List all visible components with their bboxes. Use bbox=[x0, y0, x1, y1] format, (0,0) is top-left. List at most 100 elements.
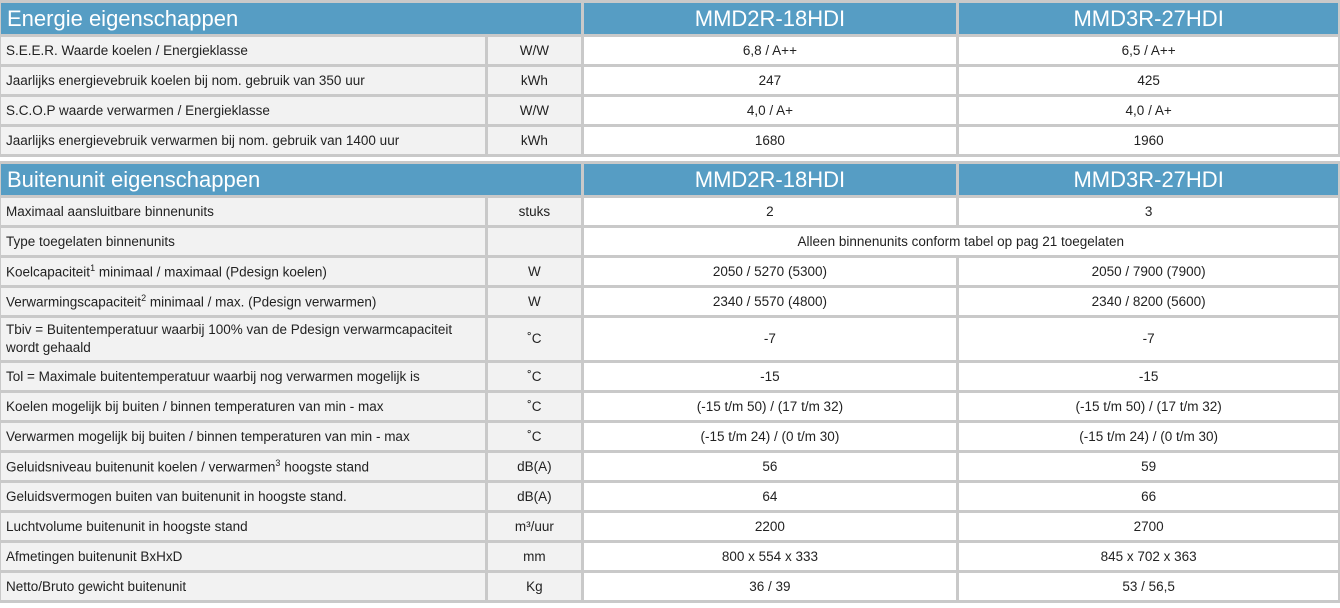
table-row: Netto/Bruto gewicht buitenunit Kg 36 / 39 5… bbox=[1, 573, 1338, 600]
value-model-1: 6,8 / A++ bbox=[583, 37, 957, 64]
label-text: Verwarmingscapaciteit bbox=[6, 294, 142, 310]
label-text: Tol = Maximale buitentemperatuur waarbij… bbox=[6, 369, 420, 384]
value-model-1: (-15 t/m 24) / (0 t/m 30) bbox=[583, 423, 957, 450]
label-text: Afmetingen buitenunit BxHxD bbox=[6, 549, 183, 564]
label-text: S.C.O.P waarde verwarmen / Energieklasse bbox=[6, 103, 270, 118]
footnote-marker: 1 bbox=[90, 263, 96, 274]
row-label: Netto/Bruto gewicht buitenunit bbox=[1, 573, 486, 600]
label-text: Tbiv = Buitentemperatuur waarbij 100% va… bbox=[6, 322, 453, 355]
table-row: Jaarlijks energievebruik verwarmen bij n… bbox=[1, 127, 1338, 154]
row-label: Type toegelaten binnenunits bbox=[1, 228, 486, 255]
value-model-1: 2 bbox=[583, 198, 957, 225]
spec-table: Energie eigenschappen MMD2R-18HDI MMD3R-27… bbox=[0, 0, 1340, 157]
row-label: S.E.E.R. Waarde koelen / Energieklasse bbox=[1, 37, 486, 64]
row-label: Koelen mogelijk bij buiten / binnen temp… bbox=[1, 393, 486, 420]
value-model-2: 6,5 / A++ bbox=[959, 37, 1338, 64]
footnote-marker: 3 bbox=[275, 458, 281, 469]
row-unit: dB(A) bbox=[488, 453, 581, 480]
model-name: MMD3R-27HDI bbox=[959, 164, 1338, 195]
label-text-rest: minimaal / max. (Pdesign verwarmen) bbox=[146, 294, 377, 310]
value-model-1: 2050 / 5270 (5300) bbox=[583, 258, 957, 285]
footnote-marker: 2 bbox=[141, 293, 147, 304]
value-model-1: 1680 bbox=[583, 127, 957, 154]
value-model-1: 247 bbox=[583, 67, 957, 94]
row-unit: kWh bbox=[488, 127, 581, 154]
table-row: Geluidsvermogen buiten van buitenunit in… bbox=[1, 483, 1338, 510]
row-unit: W bbox=[488, 288, 581, 315]
row-label: Verwarmen mogelijk bij buiten / binnen t… bbox=[1, 423, 486, 450]
value-model-2: 4,0 / A+ bbox=[959, 97, 1338, 124]
row-unit: mm bbox=[488, 543, 581, 570]
row-label: Afmetingen buitenunit BxHxD bbox=[1, 543, 486, 570]
table-row: Geluidsniveau buitenunit koelen / verwar… bbox=[1, 453, 1338, 480]
value-model-2: 53 / 56,5 bbox=[959, 573, 1338, 600]
table-row: Koelen mogelijk bij buiten / binnen temp… bbox=[1, 393, 1338, 420]
label-text: Maximaal aansluitbare binnenunits bbox=[6, 204, 214, 219]
label-text: Jaarlijks energievebruik verwarmen bij n… bbox=[6, 133, 400, 148]
table-row: Tbiv = Buitentemperatuur waarbij 100% va… bbox=[1, 318, 1338, 360]
section-header: Energie eigenschappen MMD2R-18HDI MMD3R-27… bbox=[1, 3, 1338, 34]
row-label: Luchtvolume buitenunit in hoogste stand bbox=[1, 513, 486, 540]
table-row: Luchtvolume buitenunit in hoogste stand m… bbox=[1, 513, 1338, 540]
row-label: Jaarlijks energievebruik koelen bij nom.… bbox=[1, 67, 486, 94]
row-unit: ˚C bbox=[488, 318, 581, 360]
label-text: Jaarlijks energievebruik koelen bij nom.… bbox=[6, 73, 365, 88]
row-unit: W/W bbox=[488, 37, 581, 64]
value-model-1: 4,0 / A+ bbox=[583, 97, 957, 124]
value-model-1: -15 bbox=[583, 363, 957, 390]
value-model-1: 56 bbox=[583, 453, 957, 480]
value-model-2: 1960 bbox=[959, 127, 1338, 154]
row-label: Tol = Maximale buitentemperatuur waarbij… bbox=[1, 363, 486, 390]
row-label: Tbiv = Buitentemperatuur waarbij 100% va… bbox=[1, 318, 486, 360]
label-text: Koelen mogelijk bij buiten / binnen temp… bbox=[6, 399, 384, 414]
value-model-2: 845 x 702 x 363 bbox=[959, 543, 1338, 570]
row-unit: ˚C bbox=[488, 363, 581, 390]
label-text: S.E.E.R. Waarde koelen / Energieklasse bbox=[6, 43, 248, 58]
label-text: Geluidsvermogen buiten van buitenunit in… bbox=[6, 489, 347, 504]
value-model-2: 3 bbox=[959, 198, 1338, 225]
section-title: Energie eigenschappen bbox=[1, 3, 581, 34]
model-name: MMD2R-18HDI bbox=[583, 164, 957, 195]
model-name: MMD3R-27HDI bbox=[959, 3, 1338, 34]
value-model-1: 64 bbox=[583, 483, 957, 510]
label-text-rest: minimaal / maximaal (Pdesign koelen) bbox=[95, 264, 327, 280]
row-label: Koelcapaciteit1 minimaal / maximaal (Pde… bbox=[1, 258, 486, 285]
value-model-2: -7 bbox=[959, 318, 1338, 360]
table-row: Maximaal aansluitbare binnenunits stuks 2 3 bbox=[1, 198, 1338, 225]
value-model-1: -7 bbox=[583, 318, 957, 360]
value-model-1: 2340 / 5570 (4800) bbox=[583, 288, 957, 315]
value-model-2: 2700 bbox=[959, 513, 1338, 540]
row-label: Maximaal aansluitbare binnenunits bbox=[1, 198, 486, 225]
value-model-2: 59 bbox=[959, 453, 1338, 480]
row-unit: ˚C bbox=[488, 393, 581, 420]
row-unit: W/W bbox=[488, 97, 581, 124]
label-text-rest: hoogste stand bbox=[280, 459, 370, 475]
row-unit: W bbox=[488, 258, 581, 285]
value-model-2: 2050 / 7900 (7900) bbox=[959, 258, 1338, 285]
table-row: Verwarmen mogelijk bij buiten / binnen t… bbox=[1, 423, 1338, 450]
row-unit bbox=[488, 228, 581, 255]
label-text: Koelcapaciteit bbox=[6, 264, 91, 280]
row-unit: kWh bbox=[488, 67, 581, 94]
table-row: Afmetingen buitenunit BxHxD mm 800 x 554 x… bbox=[1, 543, 1338, 570]
value-model-2: (-15 t/m 24) / (0 t/m 30) bbox=[959, 423, 1338, 450]
value-model-1: 36 / 39 bbox=[583, 573, 957, 600]
label-text: Geluidsniveau buitenunit koelen / verwar… bbox=[6, 459, 276, 475]
value-model-1: 2200 bbox=[583, 513, 957, 540]
value-model-2: (-15 t/m 50) / (17 t/m 32) bbox=[959, 393, 1338, 420]
value-model-1: 800 x 554 x 333 bbox=[583, 543, 957, 570]
spec-table: Buitenunit eigenschappen MMD2R-18HDI MMD3R… bbox=[0, 161, 1340, 603]
row-label: Geluidsvermogen buiten van buitenunit in… bbox=[1, 483, 486, 510]
table-row: Koelcapaciteit1 minimaal / maximaal (Pde… bbox=[1, 258, 1338, 285]
row-unit: ˚C bbox=[488, 423, 581, 450]
label-text: Type toegelaten binnenunits bbox=[6, 234, 175, 249]
table-row: S.E.E.R. Waarde koelen / Energieklasse W/… bbox=[1, 37, 1338, 64]
row-unit: m³/uur bbox=[488, 513, 581, 540]
label-text: Netto/Bruto gewicht buitenunit bbox=[6, 579, 187, 594]
table-row: S.C.O.P waarde verwarmen / Energieklasse… bbox=[1, 97, 1338, 124]
model-name: MMD2R-18HDI bbox=[583, 3, 957, 34]
merged-value: Alleen binnenunits conform tabel op pag … bbox=[583, 228, 1338, 255]
row-label: Jaarlijks energievebruik verwarmen bij n… bbox=[1, 127, 486, 154]
value-model-2: 2340 / 8200 (5600) bbox=[959, 288, 1338, 315]
